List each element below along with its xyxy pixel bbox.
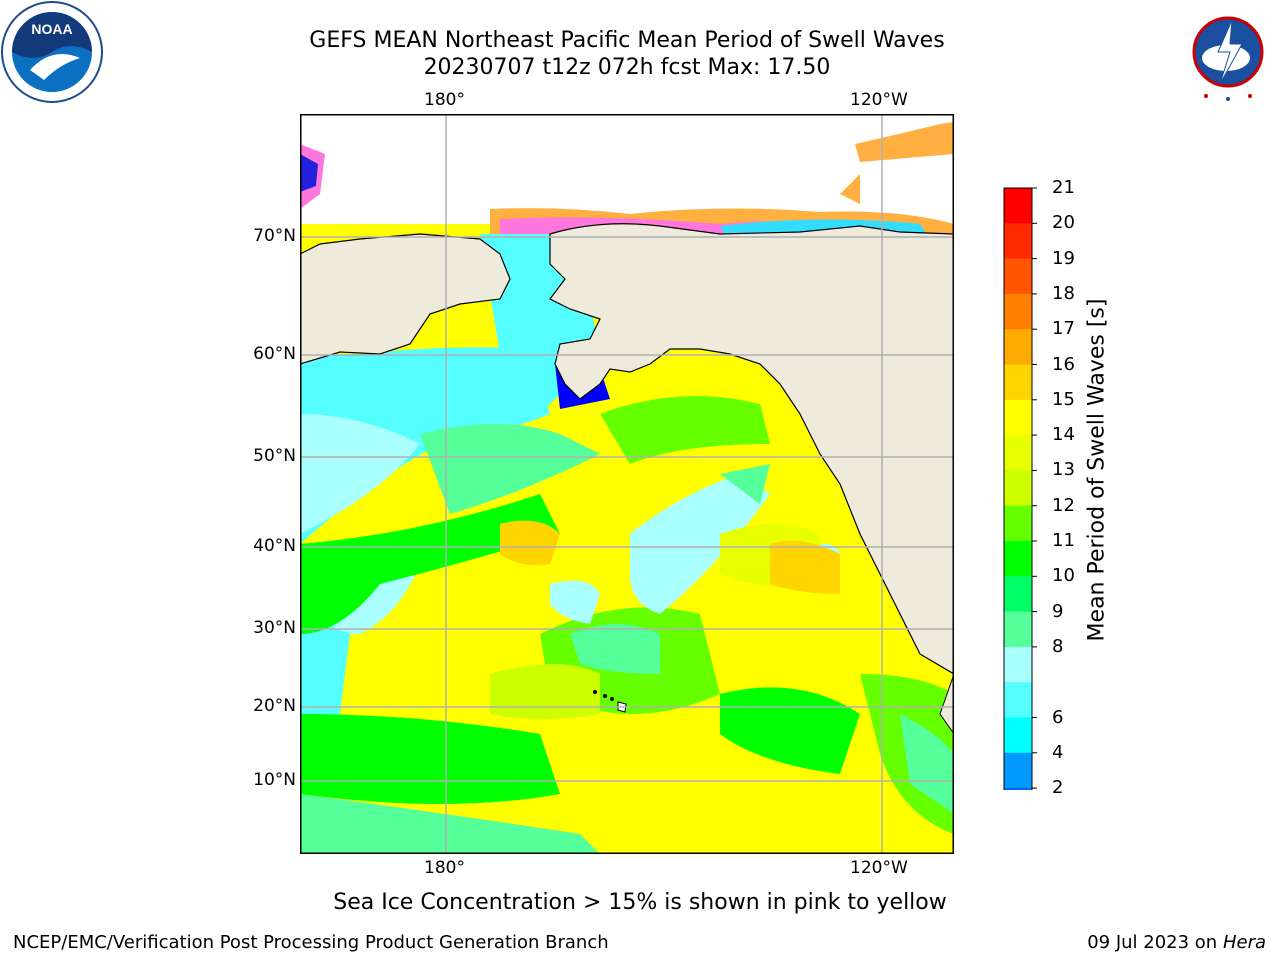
colorbar-tick-label: 14 <box>1052 424 1075 446</box>
colorbar-tick-label: 9 <box>1052 600 1064 622</box>
arctic-region <box>300 114 954 224</box>
colorbar-segment <box>1004 329 1032 365</box>
colorbar-tick-label: 13 <box>1052 459 1075 481</box>
colorbar-segment <box>1004 788 1032 790</box>
colorbar-segment <box>1004 435 1032 471</box>
chart-title: GEFS MEAN Northeast Pacific Mean Period … <box>309 28 945 53</box>
colorbar-segment <box>1004 364 1032 401</box>
colorbar-segment <box>1004 399 1032 436</box>
colorbar-segment <box>1004 682 1032 718</box>
lat-label-60n: 60°N <box>253 344 296 364</box>
colorbar-title: Mean Period of Swell Waves [s] <box>1084 298 1110 642</box>
colorbar-segment <box>1004 752 1032 789</box>
colorbar-tick-label: 12 <box>1052 494 1075 516</box>
colorbar-tick-label: 2 <box>1052 777 1064 799</box>
colorbar-tick-label: 15 <box>1052 388 1075 410</box>
lat-label-10n: 10°N <box>253 770 296 790</box>
lat-label-30n: 30°N <box>253 618 296 638</box>
colorbar-tick-label: 21 <box>1052 177 1075 198</box>
colorbar-segment <box>1004 611 1032 648</box>
colorbar-tick-label: 16 <box>1052 353 1075 375</box>
swell-period-map <box>300 114 954 854</box>
footer-host: Hera <box>1222 932 1266 953</box>
region-green-mid <box>300 494 560 634</box>
lat-label-70n: 70°N <box>253 226 296 246</box>
lat-label-50n: 50°N <box>253 446 296 466</box>
footer-date-text: 09 Jul 2023 on <box>1087 932 1218 953</box>
footer-date: 09 Jul 2023 on Hera <box>1087 932 1266 953</box>
lon-label-bottom-120w: 120°W <box>850 858 908 878</box>
colorbar-tick-label: 6 <box>1052 706 1064 728</box>
sea-ice-note: Sea Ice Concentration > 15% is shown in … <box>333 890 947 915</box>
colorbar-segment <box>1004 470 1032 507</box>
lon-label-bottom-180: 180° <box>424 858 465 878</box>
colorbar <box>1003 187 1037 790</box>
nws-logo <box>1178 2 1278 102</box>
colorbar-segment <box>1004 223 1032 260</box>
land-north-america <box>549 223 954 675</box>
colorbar-tick-label: 10 <box>1052 565 1075 587</box>
colorbar-tick-label: 18 <box>1052 282 1075 304</box>
colorbar-tick-label: 17 <box>1052 318 1075 340</box>
colorbar-segment <box>1004 258 1032 295</box>
colorbar-tick-label: 20 <box>1052 212 1075 234</box>
noaa-logo: NOAA <box>1 1 103 103</box>
lat-label-20n: 20°N <box>253 696 296 716</box>
graticule <box>300 114 954 854</box>
colorbar-tick-label: 19 <box>1052 247 1075 269</box>
colorbar-tick-label: 11 <box>1052 530 1075 551</box>
lon-label-top-180: 180° <box>424 90 465 110</box>
noaa-logo-text: NOAA <box>31 21 72 37</box>
lat-label-40n: 40°N <box>253 536 296 556</box>
colorbar-tick-label: 8 <box>1052 635 1064 657</box>
footer-credit: NCEP/EMC/Verification Post Processing Pr… <box>13 932 609 953</box>
colorbar-segment <box>1004 576 1032 613</box>
colorbar-segment <box>1004 293 1032 330</box>
colorbar-segment <box>1004 646 1032 683</box>
chart-subtitle: 20230707 t12z 072h fcst Max: 17.50 <box>423 55 831 80</box>
lon-label-top-120w: 120°W <box>850 90 908 110</box>
colorbar-segment <box>1004 188 1032 224</box>
colorbar-tick-label: 4 <box>1052 741 1064 763</box>
colorbar-segment <box>1004 717 1032 754</box>
land-mexico <box>939 673 954 735</box>
colorbar-segment <box>1004 505 1032 542</box>
colorbar-segment <box>1004 541 1032 577</box>
